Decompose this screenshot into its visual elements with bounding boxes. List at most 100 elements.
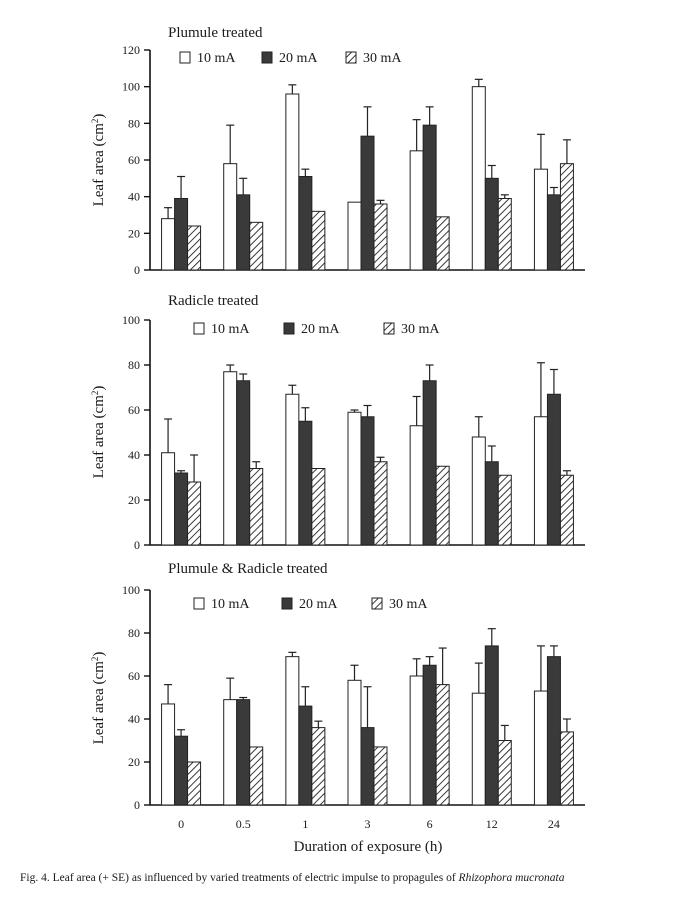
bar (347, 201, 362, 271)
bar (347, 679, 362, 806)
x-tick-label: 0 (178, 817, 184, 831)
legend-label: 30 mA (389, 597, 428, 612)
legend-label: 10 mA (211, 322, 250, 337)
plumule-radicle-axes: 0 20 40 60 80 100 Leaf area (cm2) 0 0.5 1 3 6 12 24 10… (90, 583, 585, 831)
bar (422, 124, 437, 271)
bar (360, 416, 375, 546)
x-tick-label: 24 (548, 817, 560, 831)
caption-species: Rhizophora mucronata (458, 872, 565, 884)
bar (223, 371, 238, 546)
y-tick-label: 40 (128, 448, 140, 462)
x-tick-label: 0.5 (236, 817, 251, 831)
bar (311, 727, 326, 806)
bar (471, 86, 486, 271)
y-tick-label: 100 (122, 583, 140, 597)
y-tick-label: 120 (122, 43, 140, 57)
y-axis-label: Leaf area (cm2) (90, 114, 107, 207)
x-tick-label: 6 (427, 817, 433, 831)
bar (409, 675, 424, 806)
bar (409, 150, 424, 271)
y-tick-label: 80 (128, 626, 140, 640)
bar (360, 135, 375, 271)
panel-title: Plumule treated (168, 25, 263, 41)
bar (373, 461, 388, 546)
y-tick-label: 60 (128, 153, 140, 167)
bar (546, 656, 561, 806)
legend-label: 10 mA (211, 597, 250, 612)
bar (285, 656, 300, 806)
y-tick-label: 20 (128, 755, 140, 769)
panel-radicle: Radicle treated 0 20 40 60 80 100 Leaf area (c… (90, 293, 585, 552)
legend-swatch (383, 322, 395, 335)
y-tick-label: 0 (134, 538, 140, 552)
legend-swatch (345, 51, 357, 64)
bar (546, 194, 561, 271)
bar (471, 692, 486, 806)
bar (249, 468, 264, 546)
bar (311, 468, 326, 546)
bar (533, 416, 548, 546)
bar (236, 699, 251, 806)
legend-label: 30 mA (401, 322, 440, 337)
bar (298, 176, 313, 271)
bar (285, 93, 300, 271)
bar (533, 168, 548, 271)
legend-swatch (283, 322, 295, 335)
bar (161, 452, 176, 546)
bar (559, 731, 574, 806)
bar (249, 746, 264, 806)
panel-plumule: Plumule treated 0 20 40 60 80 100 120 Leaf area… (90, 25, 585, 277)
bar (161, 218, 176, 271)
bar (497, 740, 512, 806)
y-tick-label: 20 (128, 493, 140, 507)
legend-label: 20 mA (279, 51, 318, 66)
bar (497, 474, 512, 546)
bar (373, 746, 388, 806)
bar (347, 411, 362, 546)
bar (249, 221, 264, 271)
bar (533, 690, 548, 806)
bar (311, 210, 326, 271)
legend-swatch (193, 597, 205, 610)
y-tick-label: 80 (128, 116, 140, 130)
bar (484, 645, 499, 806)
legend-label: 20 mA (299, 597, 338, 612)
y-tick-label: 0 (134, 263, 140, 277)
legend-label: 30 mA (363, 51, 402, 66)
y-tick-label: 20 (128, 226, 140, 240)
y-axis-label: Leaf area (cm2) (90, 652, 107, 745)
bar (223, 163, 238, 271)
panel-title: Plumule & Radicle treated (168, 561, 328, 577)
bar (435, 216, 450, 271)
panel-title: Radicle treated (168, 293, 259, 309)
bar (409, 425, 424, 546)
x-axis-label: Duration of exposure (h) (294, 839, 443, 855)
bar (174, 472, 189, 546)
bar (236, 380, 251, 546)
x-tick-label: 1 (302, 817, 308, 831)
y-tick-label: 100 (122, 313, 140, 327)
bar (422, 380, 437, 546)
bar (559, 163, 574, 271)
figure-caption: Fig. 4. Leaf area (+ SE) as influenced b… (20, 872, 670, 884)
bar (236, 194, 251, 271)
x-tick-label: 12 (486, 817, 498, 831)
x-tick-label: 3 (365, 817, 371, 831)
plumule-axes: 0 20 40 60 80 100 120 Leaf area (cm2) 10 mA 20 mA… (90, 43, 585, 277)
panel-plumule-radicle: Plumule & Radicle treated 020406080100Le… (90, 561, 585, 831)
bar (298, 705, 313, 806)
y-tick-label: 40 (128, 190, 140, 204)
bar (298, 420, 313, 546)
y-tick-label: 100 (122, 80, 140, 94)
bar (187, 225, 202, 271)
y-axis-label: Leaf area (cm2) (90, 386, 107, 479)
bar (546, 393, 561, 546)
bar (484, 461, 499, 546)
y-tick-label: 0 (134, 798, 140, 812)
bar (435, 465, 450, 546)
bar (497, 198, 512, 271)
bar (360, 727, 375, 806)
bar (285, 393, 300, 546)
bar (161, 703, 176, 806)
